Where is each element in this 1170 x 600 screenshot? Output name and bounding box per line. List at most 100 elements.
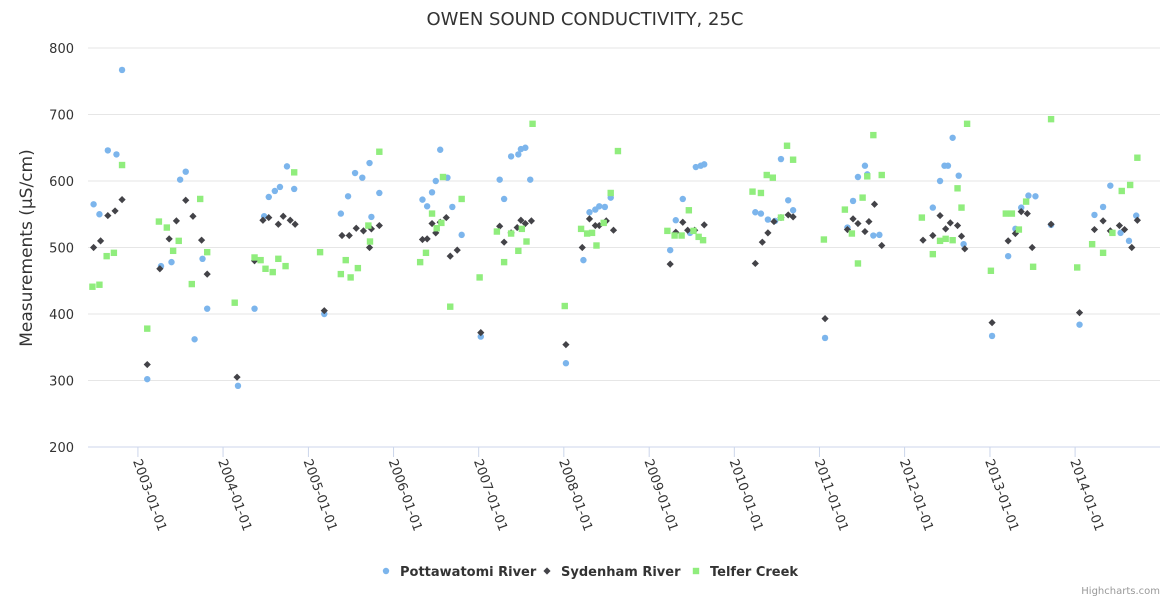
data-point[interactable] [876, 231, 883, 239]
data-point[interactable] [347, 274, 354, 281]
data-point[interactable] [433, 225, 440, 232]
data-point[interactable] [418, 235, 427, 244]
data-point[interactable] [699, 236, 707, 244]
data-point[interactable] [342, 256, 349, 264]
data-point[interactable] [671, 232, 678, 239]
data-point[interactable] [1022, 198, 1030, 205]
data-point[interactable] [271, 187, 279, 195]
data-point[interactable] [365, 222, 372, 229]
data-point[interactable] [695, 233, 702, 241]
data-point[interactable] [789, 213, 797, 221]
data-point[interactable] [1117, 229, 1124, 237]
data-point[interactable] [878, 171, 885, 179]
data-point[interactable] [1015, 226, 1023, 233]
data-point[interactable] [251, 305, 258, 312]
data-point[interactable] [861, 162, 869, 169]
data-point[interactable] [936, 237, 944, 245]
data-point[interactable] [1018, 204, 1025, 211]
data-point[interactable] [848, 230, 856, 237]
data-point[interactable] [163, 224, 171, 231]
data-point[interactable] [199, 255, 206, 263]
data-point[interactable] [316, 248, 324, 256]
data-point[interactable] [700, 221, 708, 229]
data-point[interactable] [359, 227, 368, 235]
data-point[interactable] [757, 210, 765, 217]
data-point[interactable] [929, 204, 937, 211]
data-point[interactable] [1076, 321, 1083, 328]
data-point[interactable] [259, 216, 267, 224]
data-point[interactable] [764, 229, 772, 237]
data-point[interactable] [175, 237, 182, 245]
data-point[interactable] [784, 211, 792, 219]
data-point[interactable] [111, 207, 119, 215]
data-point[interactable] [919, 236, 927, 244]
data-point[interactable] [453, 246, 461, 254]
data-point[interactable] [103, 252, 110, 260]
data-point[interactable] [423, 203, 431, 210]
data-point[interactable] [854, 173, 862, 181]
data-point[interactable] [428, 210, 436, 217]
data-point[interactable] [432, 177, 439, 185]
data-point[interactable] [449, 203, 456, 211]
data-point[interactable] [785, 197, 792, 204]
data-point[interactable] [957, 232, 966, 240]
data-point[interactable] [562, 360, 570, 367]
data-point[interactable] [191, 336, 198, 343]
data-point[interactable] [763, 171, 770, 179]
data-point[interactable] [437, 146, 444, 153]
data-point[interactable] [196, 195, 204, 203]
data-point[interactable] [518, 225, 526, 233]
data-point[interactable] [104, 147, 112, 154]
data-point[interactable] [90, 201, 97, 208]
data-point[interactable] [614, 147, 622, 155]
data-point[interactable] [96, 281, 103, 288]
data-point[interactable] [769, 174, 777, 181]
data-point[interactable] [438, 219, 445, 227]
data-point[interactable] [458, 231, 465, 239]
data-point[interactable] [562, 340, 570, 349]
data-point[interactable] [262, 265, 269, 272]
data-point[interactable] [949, 134, 956, 141]
data-point[interactable] [600, 219, 607, 227]
data-point[interactable] [118, 161, 126, 169]
data-point[interactable] [188, 280, 195, 288]
data-point[interactable] [446, 252, 454, 260]
data-point[interactable] [987, 267, 995, 274]
data-point[interactable] [344, 193, 352, 200]
data-point[interactable] [1099, 217, 1107, 225]
data-point[interactable] [1047, 115, 1055, 123]
legend-item-sydenham-river[interactable]: Sydenham River [543, 565, 681, 580]
data-point[interactable] [366, 159, 373, 167]
data-point[interactable] [1120, 225, 1129, 234]
data-point[interactable] [1025, 192, 1032, 199]
data-point[interactable] [234, 382, 242, 390]
data-point[interactable] [351, 169, 359, 177]
data-point[interactable] [1126, 181, 1134, 189]
data-point[interactable] [988, 319, 996, 327]
data-point[interactable] [197, 236, 206, 244]
data-point[interactable] [507, 153, 515, 160]
data-point[interactable] [1004, 252, 1012, 260]
legend-symbol[interactable] [382, 567, 390, 575]
data-point[interactable] [96, 237, 105, 245]
data-point[interactable] [783, 142, 791, 149]
data-point[interactable] [870, 200, 879, 208]
data-point[interactable] [416, 258, 424, 266]
data-point[interactable] [231, 299, 238, 306]
data-point[interactable] [442, 213, 450, 222]
data-point[interactable] [854, 219, 862, 228]
data-point[interactable] [609, 226, 618, 234]
data-point[interactable] [291, 220, 299, 228]
data-point[interactable] [500, 238, 508, 246]
data-point[interactable] [958, 204, 965, 211]
data-point[interactable] [752, 209, 759, 216]
data-point[interactable] [1028, 243, 1036, 252]
data-point[interactable] [428, 219, 436, 228]
data-point[interactable] [176, 176, 184, 183]
data-point[interactable] [789, 207, 797, 214]
data-point[interactable] [595, 221, 603, 230]
data-point[interactable] [758, 238, 766, 246]
data-point[interactable] [580, 256, 587, 264]
data-point[interactable] [859, 194, 866, 201]
data-point[interactable] [679, 195, 686, 203]
